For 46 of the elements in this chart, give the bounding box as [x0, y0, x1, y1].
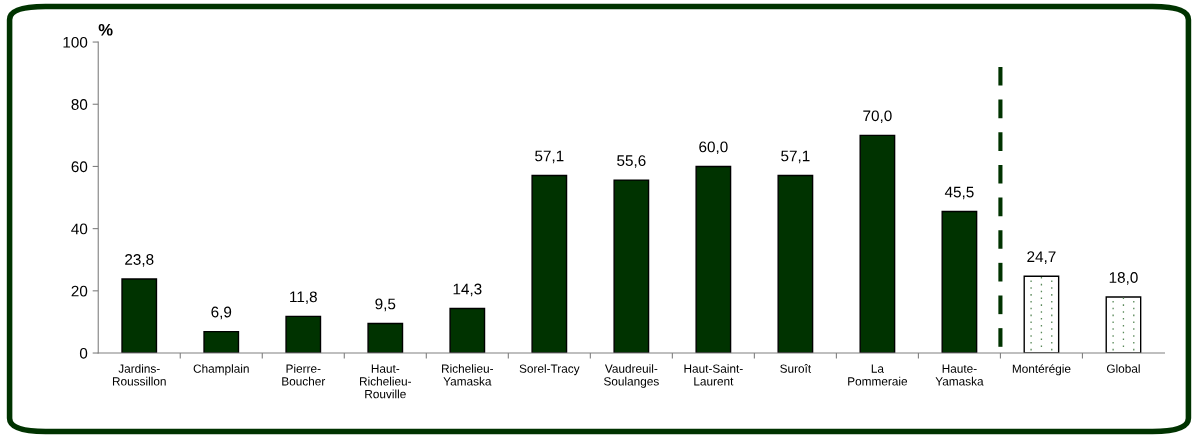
bar [1023, 275, 1060, 354]
x-tick-label: Suroît [780, 364, 812, 373]
bar [1105, 296, 1142, 354]
x-tick-label: Montérégie [1012, 364, 1071, 376]
data-label: 70,0 [863, 110, 892, 124]
bar [285, 315, 322, 354]
bar [449, 307, 486, 354]
data-label: 18,0 [1109, 272, 1138, 285]
y-tick-label: 20 [71, 285, 88, 297]
x-tick-label: Global [1106, 364, 1140, 373]
bar [367, 322, 404, 354]
x-tick-label: La Pommeraie [848, 364, 908, 386]
y-tick-label: 60 [71, 161, 88, 173]
data-label: 57,1 [781, 150, 810, 164]
x-tick-label: Richelieu- Yamaska [442, 364, 494, 386]
bar [695, 165, 732, 354]
x-tick-label: Sorel-Tracy [519, 364, 580, 376]
x-tick-label: Haut-Saint- Laurent [684, 364, 743, 386]
bar [777, 174, 814, 354]
data-label: 9,5 [375, 298, 396, 312]
bar [941, 210, 978, 354]
bar [859, 134, 896, 354]
x-tick-label: Jardins- Roussillon [112, 364, 166, 386]
y-tick-label: 0 [79, 347, 88, 359]
y-axis-title: % [98, 23, 113, 36]
data-label: 60,0 [699, 141, 728, 155]
data-label: 11,8 [290, 291, 317, 305]
bar [121, 278, 158, 354]
y-tick-label: 100 [63, 36, 88, 48]
data-label: 57,1 [535, 150, 564, 164]
data-label: 14,3 [453, 283, 482, 297]
bar [531, 174, 568, 354]
x-tick-label: Haute- Yamaska [935, 364, 984, 386]
data-label: 55,6 [617, 155, 646, 168]
x-tick-label: Champlain [193, 364, 249, 376]
bar [613, 179, 650, 354]
x-tick-label: Vaudreuil- Soulanges [603, 364, 659, 388]
x-tick-label: Haut- Richelieu- Rouville [360, 364, 412, 399]
data-label: 6,9 [211, 306, 232, 320]
data-label: 45,5 [944, 186, 974, 200]
y-tick-label: 80 [71, 99, 88, 110]
data-label: 24,7 [1027, 251, 1056, 264]
y-tick-label: 40 [71, 223, 88, 235]
data-label: 23,8 [125, 254, 154, 267]
bar [203, 330, 240, 354]
x-tick-label: Pierre- Boucher [282, 364, 326, 386]
